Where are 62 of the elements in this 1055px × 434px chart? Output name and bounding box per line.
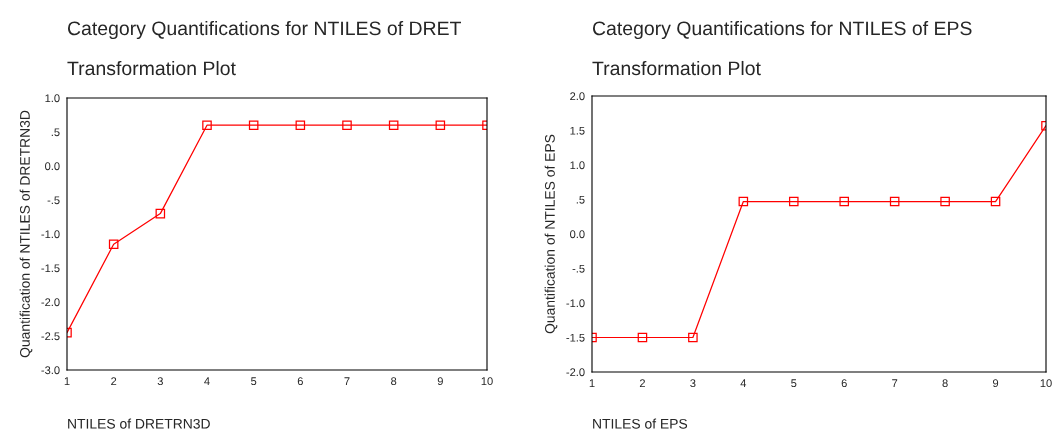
x-tick-label: 1: [64, 377, 70, 385]
point: [435, 120, 446, 130]
y-tick-label: .5: [576, 195, 585, 204]
y-tick-label: 2.0: [570, 92, 585, 101]
y-tick-label: 0.0: [45, 162, 60, 171]
chart-subtitle: Transformation Plot: [67, 60, 236, 76]
x-tick-label: 2: [639, 379, 645, 387]
point: [295, 120, 306, 130]
y-tick-label: -2.0: [41, 298, 60, 307]
chart-title: Category Quantifications for NTILES of DRET: [67, 20, 461, 40]
y-tick-label: -2.5: [41, 332, 60, 341]
point: [155, 208, 166, 219]
x-tick-label: 4: [740, 379, 747, 387]
x-axis-title: NTILES of EPS: [593, 418, 688, 429]
x-tick-label: 1: [589, 379, 595, 387]
point: [637, 332, 648, 343]
x-tick-label: 5: [251, 377, 257, 386]
point: [248, 120, 259, 130]
x-tick-label: 10: [481, 377, 493, 386]
y-tick-label: -1.5: [566, 333, 585, 342]
point: [108, 239, 119, 249]
y-tick-label: -2.0: [566, 368, 585, 377]
point: [990, 196, 1001, 207]
point: [738, 196, 749, 207]
y-tick-label: 1.5: [570, 126, 585, 135]
x-tick-label: 3: [690, 379, 696, 388]
y-tick-label: 0.0: [570, 230, 585, 239]
x-tick-label: 2: [111, 377, 117, 385]
y-tick-label: -.5: [572, 264, 585, 273]
x-tick-label: 9: [437, 377, 443, 386]
point: [202, 120, 212, 130]
x-tick-label: 4: [204, 377, 210, 385]
y-tick-label: -1.0: [41, 230, 60, 239]
y-tick-label: 1.0: [45, 94, 60, 103]
y-tick-label: -1.5: [41, 264, 60, 273]
y-tick-label: 1.0: [570, 161, 585, 170]
chart-title: Category Quantifications for NTILES of EPS: [592, 20, 972, 40]
x-tick-label: 3: [157, 377, 163, 386]
point: [388, 120, 399, 130]
point: [839, 196, 850, 207]
point: [688, 332, 698, 343]
y-tick-label: -3.0: [41, 366, 60, 375]
x-tick-label: 5: [791, 379, 797, 388]
y-axis-title: Quantification of NTILES of EPS: [544, 134, 558, 334]
point: [940, 196, 950, 207]
x-tick-label: 8: [942, 379, 948, 388]
x-tick-label: 8: [391, 377, 397, 386]
x-tick-label: 10: [1040, 379, 1052, 388]
x-tick-label: 7: [344, 377, 350, 385]
y-tick-label: .5: [51, 128, 60, 137]
chart-subtitle: Transformation Plot: [592, 60, 761, 76]
x-tick-label: 6: [297, 377, 303, 386]
x-tick-label: 9: [992, 379, 999, 388]
y-axis-title: Quantification of NTILES of DRETRN3D: [19, 110, 33, 358]
point: [788, 196, 799, 207]
y-tick-label: -1.0: [566, 299, 585, 308]
x-tick-label: 6: [841, 379, 847, 388]
x-axis-title: NTILES of DRETRN3D: [68, 418, 210, 429]
point: [889, 196, 900, 207]
x-tick-label: 7: [892, 379, 898, 387]
point: [342, 120, 352, 130]
y-tick-label: -.5: [47, 196, 60, 205]
